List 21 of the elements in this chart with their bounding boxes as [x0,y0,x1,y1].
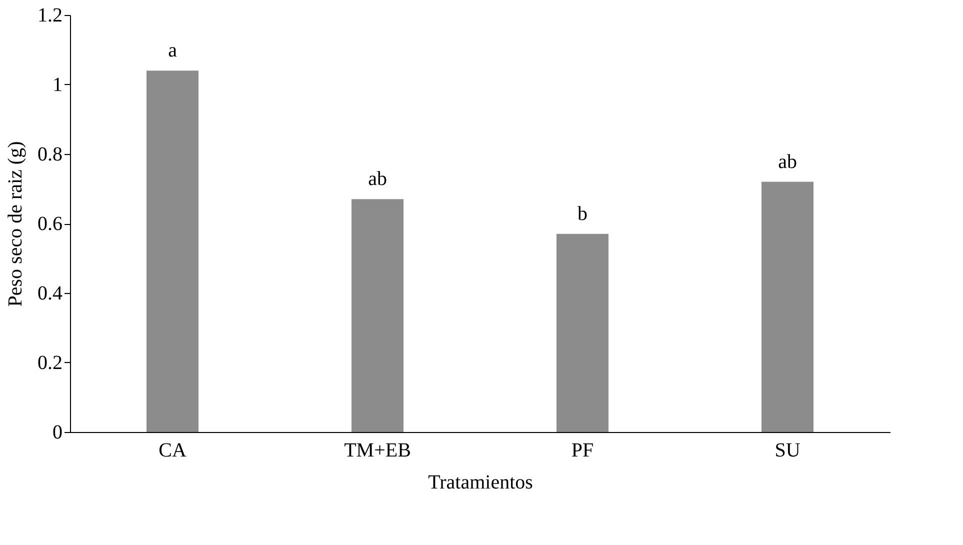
bar [352,199,404,432]
y-tick-label: 1 [52,74,62,96]
annotation: b [578,202,588,225]
y-tick-label: 0 [52,422,62,444]
y-tick-label: 1.2 [38,4,62,26]
y-tick-label: 0.6 [38,213,62,235]
bar [556,234,608,432]
x-axis-title: Tratamientos [428,472,534,494]
bar [762,182,814,432]
y-axis-title: Peso seco de raiz (g) [4,141,26,307]
annotation: a [168,40,178,62]
x-tick-label: SU [774,440,801,462]
bar [146,70,198,432]
y-tick-label: 0.4 [38,282,62,304]
x-tick-label: TM+EB [344,440,411,462]
annotation: ab [368,168,387,190]
annotation: ab [778,150,797,173]
y-tick-label: 0.2 [38,352,62,374]
x-tick-label: CA [158,440,187,462]
x-tick-label: PF [571,440,594,462]
y-tick-label: 0.8 [38,144,62,166]
